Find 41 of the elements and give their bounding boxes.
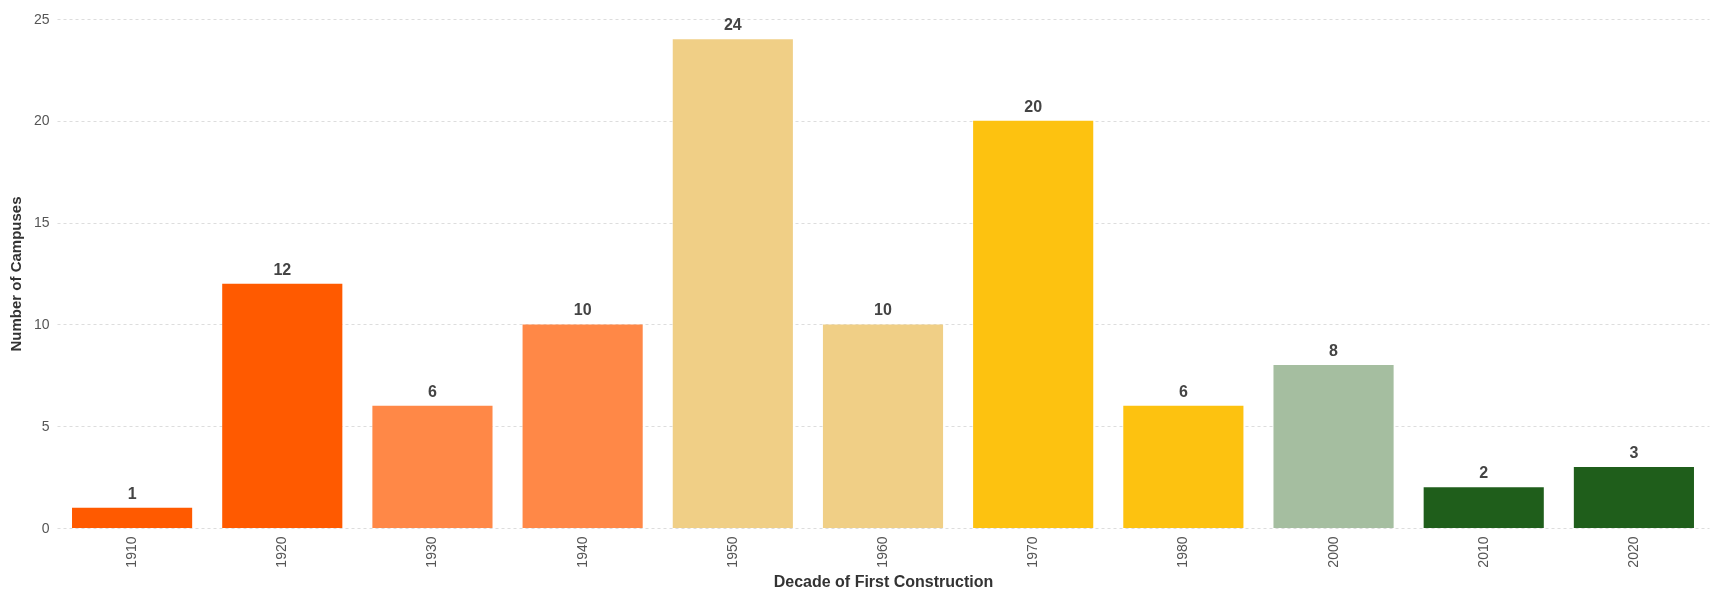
data-label: 3 [1629,443,1639,461]
y-axis-title: Number of Campuses [6,196,24,352]
bar [1273,365,1394,528]
x-tick-label: 1940 [573,536,590,568]
x-tick-label: 2020 [1624,536,1641,568]
x-tick-label: 1970 [1024,536,1041,568]
bar [522,324,643,528]
bar [1123,405,1244,528]
bar [672,39,793,528]
y-tick-label: 10 [33,315,50,332]
y-tick-label: 5 [41,417,50,434]
data-label: 10 [573,301,592,319]
bar [372,405,493,528]
y-tick-label: 25 [33,10,50,27]
bar [1423,487,1544,528]
x-tick-label: 1930 [423,536,440,568]
bar [822,324,944,528]
data-label: 24 [723,16,742,34]
bar [973,120,1094,528]
x-tick-label: 1910 [123,536,140,568]
x-tick-label: 2000 [1324,536,1341,568]
y-tick-label: 15 [33,214,50,231]
data-label: 12 [273,260,292,278]
data-label: 20 [1024,97,1043,115]
bar [222,283,343,528]
y-tick-label: 20 [33,112,50,129]
y-tick-label: 0 [41,519,50,536]
data-label: 6 [1178,382,1188,400]
data-label: 1 [127,484,137,502]
x-tick-label: 1950 [723,536,740,568]
bar [72,507,193,528]
x-axis-title: Decade of First Construction [773,572,994,590]
data-label: 6 [428,382,437,400]
x-tick-label: 1920 [273,536,290,568]
data-label: 8 [1329,342,1339,360]
x-tick-label: 2010 [1474,536,1491,568]
data-label: 10 [874,301,892,319]
x-tick-label: 1960 [874,536,890,568]
data-label: 2 [1479,464,1489,482]
bar [1573,466,1694,528]
x-tick-label: 1980 [1174,536,1191,568]
